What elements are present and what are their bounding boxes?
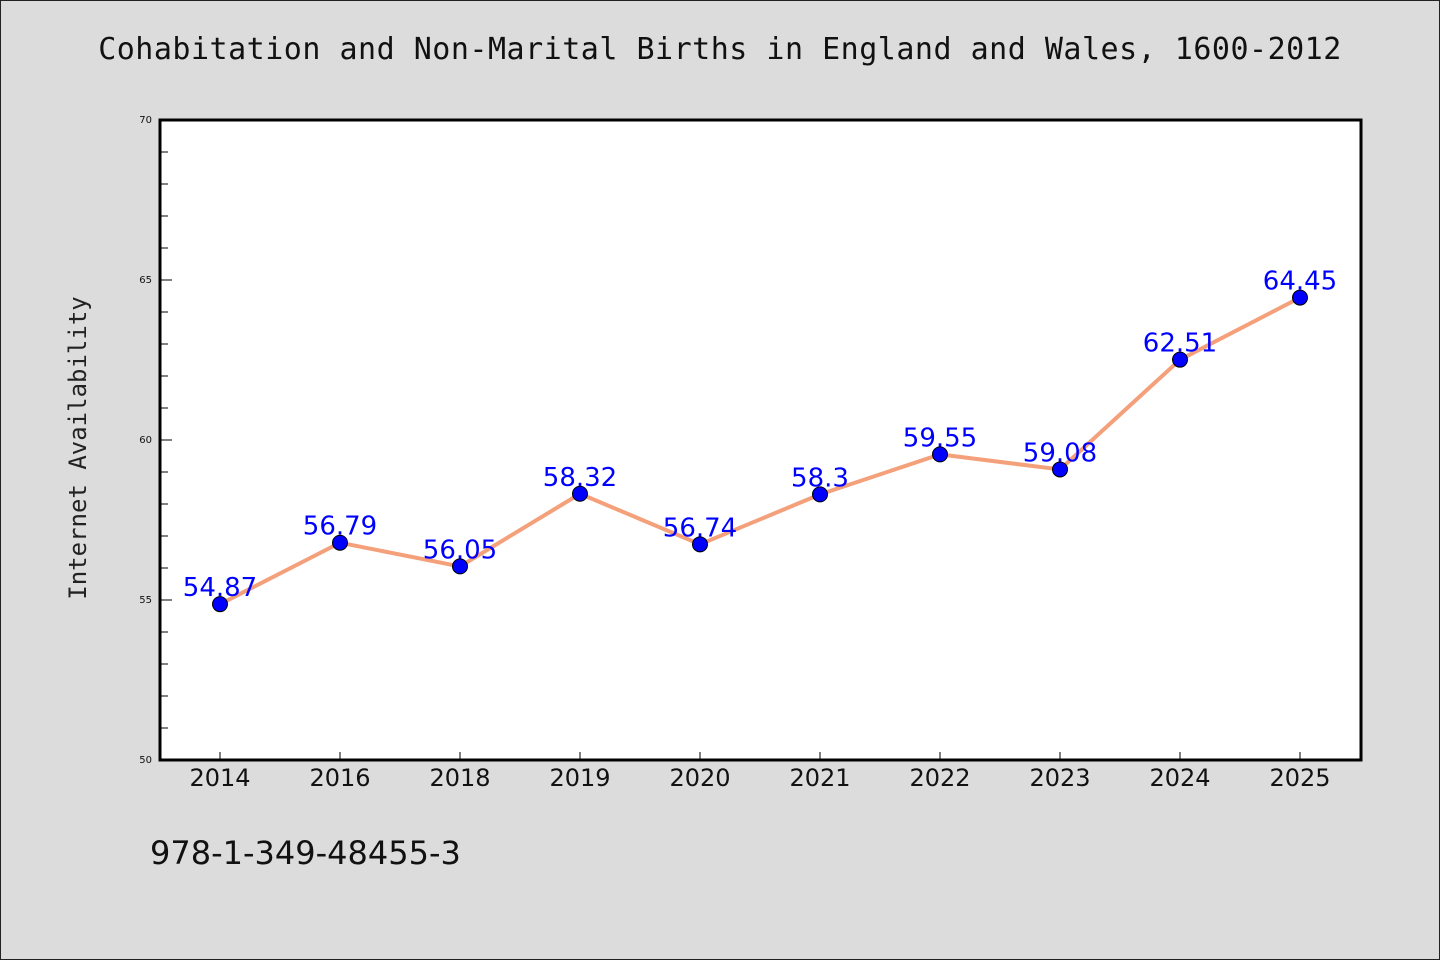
x-tick-label: 2025 <box>1269 764 1330 792</box>
y-tick-label: 60 <box>139 435 152 446</box>
data-label: 59.08 <box>1023 438 1097 468</box>
data-point <box>1292 289 1308 306</box>
data-label: 56.74 <box>663 513 737 543</box>
y-tick-label: 65 <box>139 275 152 286</box>
x-tick-label: 2023 <box>1029 764 1090 792</box>
data-label: 62.51 <box>1143 329 1217 359</box>
data-point <box>692 536 708 553</box>
data-point <box>1052 461 1068 478</box>
data-point <box>1172 351 1188 368</box>
data-point <box>812 486 828 503</box>
x-axis-ticks: 2014 2016 2018 2019 2020 2021 2022 2023 2024 2025 <box>189 752 1331 792</box>
data-label: 56.79 <box>303 512 377 542</box>
data-label: 54.87 <box>183 573 257 603</box>
chart-title: Cohabitation and Non-Marital Births in E… <box>98 32 1342 67</box>
series-line <box>219 295 1301 606</box>
x-tick-label: 2020 <box>669 764 730 792</box>
x-tick-label: 2022 <box>909 764 970 792</box>
data-point <box>572 485 588 502</box>
data-labels: 54.87 56.79 56.05 58.32 56.74 58.3 59.55 59.08 6… <box>183 267 1337 604</box>
y-axis-ticks: 50 55 60 65 70 <box>139 115 172 766</box>
data-point <box>212 596 228 613</box>
data-label: 64.45 <box>1263 267 1337 297</box>
data-label: 56.05 <box>423 535 497 565</box>
plot-area <box>158 118 1363 762</box>
x-tick-label: 2014 <box>189 764 250 792</box>
data-label: 59.55 <box>903 423 977 453</box>
x-tick-label: 2019 <box>549 764 610 792</box>
y-tick-label: 55 <box>139 595 152 606</box>
x-tick-label: 2018 <box>429 764 490 792</box>
data-points <box>212 289 1308 613</box>
y-axis-label: Internet Availability <box>64 296 92 599</box>
y-minor-ticks <box>160 151 168 729</box>
data-label: 58.32 <box>543 463 617 493</box>
x-tick-label: 2021 <box>789 764 850 792</box>
data-label: 58.3 <box>791 463 849 493</box>
x-tick-label: 2024 <box>1149 764 1210 792</box>
data-point <box>932 446 948 463</box>
y-tick-label: 50 <box>139 755 152 766</box>
series-line-group <box>219 295 1301 606</box>
x-tick-label: 2016 <box>309 764 370 792</box>
footer-isbn: 978-1-349-48455-3 <box>150 834 461 872</box>
data-point <box>332 534 348 551</box>
data-point <box>452 558 468 575</box>
y-tick-label: 70 <box>139 115 152 126</box>
